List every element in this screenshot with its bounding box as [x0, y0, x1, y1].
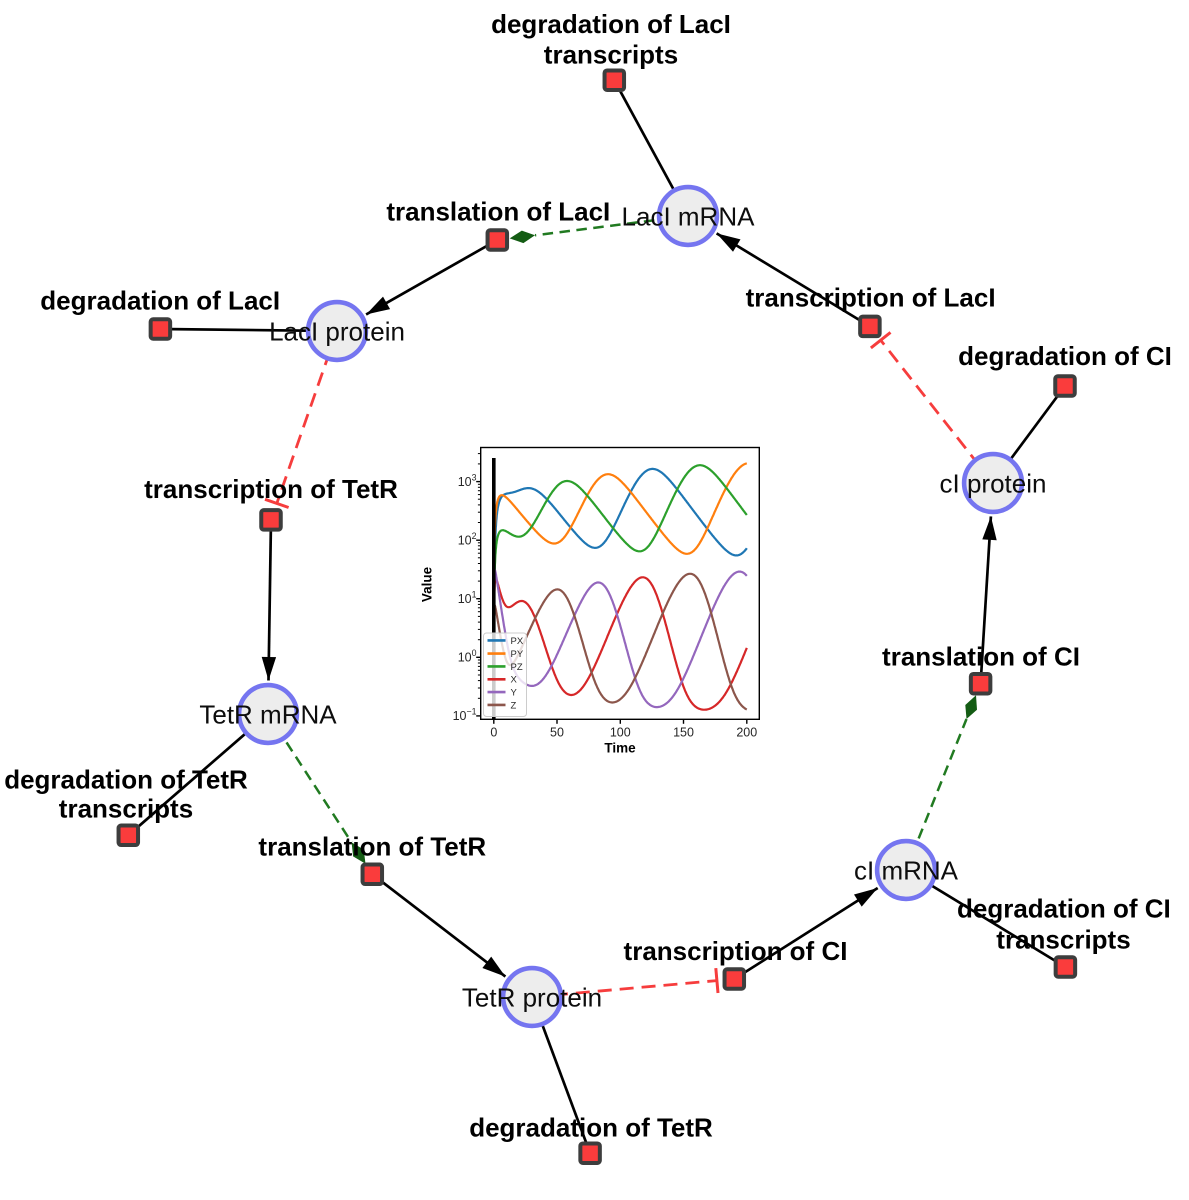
svg-text:transcripts: transcripts — [996, 924, 1130, 954]
svg-text:cI mRNA: cI mRNA — [854, 855, 959, 885]
svg-text:LacI mRNA: LacI mRNA — [622, 201, 756, 231]
svg-text:100: 100 — [610, 726, 631, 740]
svg-text:200: 200 — [736, 726, 757, 740]
svg-text:degradation of LacI: degradation of LacI — [491, 9, 731, 39]
svg-text:transcripts: transcripts — [544, 39, 678, 69]
svg-text:transcription of CI: transcription of CI — [624, 936, 848, 966]
svg-text:degradation of CI: degradation of CI — [958, 341, 1172, 371]
svg-text:cI protein: cI protein — [940, 468, 1047, 498]
svg-text:150: 150 — [673, 726, 694, 740]
svg-text:Value: Value — [419, 566, 434, 602]
svg-text:transcription of TetR: transcription of TetR — [144, 474, 398, 504]
svg-text:50: 50 — [550, 726, 564, 740]
svg-text:degradation of CI: degradation of CI — [957, 894, 1171, 924]
svg-text:translation of TetR: translation of TetR — [258, 831, 486, 861]
svg-text:Y: Y — [511, 688, 518, 699]
svg-text:translation of LacI: translation of LacI — [386, 197, 610, 227]
svg-text:PZ: PZ — [511, 662, 523, 673]
svg-text:X: X — [511, 675, 518, 686]
svg-text:TetR mRNA: TetR mRNA — [199, 699, 337, 729]
svg-text:degradation of LacI: degradation of LacI — [40, 286, 280, 316]
svg-text:TetR protein: TetR protein — [462, 982, 602, 1012]
svg-text:transcripts: transcripts — [59, 794, 193, 824]
svg-text:Time: Time — [604, 740, 636, 755]
svg-text:LacI protein: LacI protein — [269, 316, 405, 346]
svg-text:Z: Z — [511, 700, 517, 711]
svg-text:degradation of TetR: degradation of TetR — [469, 1113, 713, 1143]
svg-text:translation of CI: translation of CI — [882, 642, 1080, 672]
svg-text:PX: PX — [511, 636, 524, 647]
svg-text:0: 0 — [490, 726, 497, 740]
svg-text:transcription of LacI: transcription of LacI — [746, 283, 996, 313]
svg-text:degradation of TetR: degradation of TetR — [4, 764, 248, 794]
svg-text:PY: PY — [511, 649, 524, 660]
